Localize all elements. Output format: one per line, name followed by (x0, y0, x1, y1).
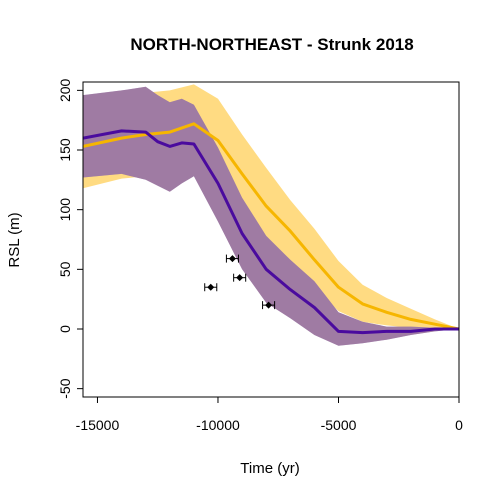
y-tick-label: 50 (57, 261, 73, 277)
x-axis: -15000 -10000 -5000 0 (76, 397, 463, 433)
observation-point (225, 254, 239, 263)
observation-point (233, 273, 247, 282)
x-tick-label: -15000 (76, 417, 120, 433)
observation-point (262, 301, 276, 310)
x-tick-label: -5000 (321, 417, 357, 433)
observation-marker (265, 301, 273, 309)
y-axis-label: RSL (m) (6, 212, 23, 267)
plot-area (83, 84, 459, 346)
orange-mean-line (83, 122, 459, 331)
overlap-tint-band (83, 86, 459, 346)
y-tick-label: 150 (57, 138, 73, 162)
y-tick-label: -50 (57, 378, 73, 398)
observation-point (204, 283, 218, 292)
purple-uncertainty-band (83, 86, 459, 346)
observation-marker (236, 274, 244, 282)
plot-data-layer (83, 84, 459, 346)
observation-marker (228, 255, 236, 263)
x-axis-label: Time (yr) (240, 460, 299, 477)
y-tick-label: 0 (57, 325, 73, 333)
plot-frame (82, 81, 460, 398)
y-axis: -50 0 50 100 150 200 (57, 78, 83, 399)
observation-marker (207, 283, 215, 291)
y-tick-label: 200 (57, 78, 73, 102)
x-tick-label: 0 (455, 417, 463, 433)
purple-mean-line (83, 129, 459, 335)
chart-title: NORTH-NORTHEAST - Strunk 2018 (130, 35, 413, 54)
x-tick-label: -10000 (196, 417, 240, 433)
y-tick-label: 100 (57, 198, 73, 222)
